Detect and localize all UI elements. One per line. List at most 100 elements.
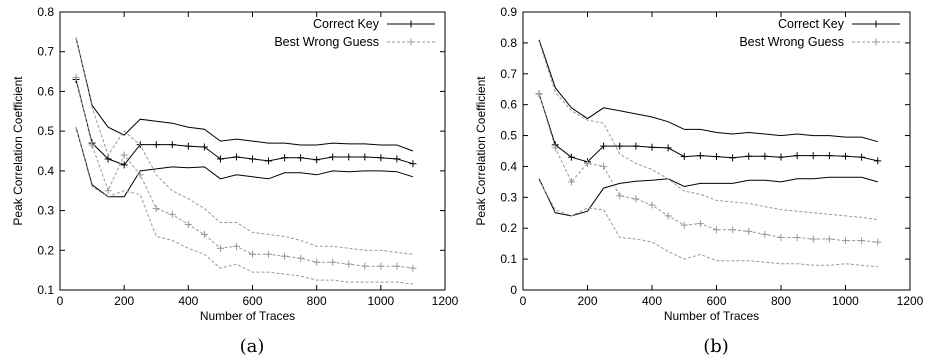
x-tick-label: 0 bbox=[520, 294, 527, 308]
data-point bbox=[567, 178, 575, 186]
y-tick-label: 0.3 bbox=[500, 190, 517, 204]
x-tick-label: 1200 bbox=[432, 294, 459, 308]
series-line-5 bbox=[75, 37, 413, 255]
legend-label: Correct Key bbox=[778, 17, 845, 31]
data-point bbox=[104, 155, 112, 163]
y-tick-label: 0.4 bbox=[37, 164, 54, 178]
data-point bbox=[809, 152, 817, 160]
y-tick-label: 0.8 bbox=[500, 36, 517, 50]
data-point bbox=[696, 152, 704, 160]
data-point bbox=[265, 250, 273, 258]
data-point bbox=[535, 90, 543, 98]
series-line-2 bbox=[538, 39, 878, 143]
series-line-5 bbox=[538, 41, 878, 221]
y-tick-label: 0.3 bbox=[37, 204, 54, 218]
data-point bbox=[567, 153, 575, 161]
y-tick-label: 0.6 bbox=[37, 84, 54, 98]
data-point bbox=[345, 260, 353, 268]
figure-caption: (b) bbox=[703, 336, 729, 357]
data-point bbox=[648, 201, 656, 209]
data-point bbox=[825, 235, 833, 243]
y-tick-label: 0.9 bbox=[500, 5, 517, 19]
data-point bbox=[858, 153, 866, 161]
y-tick-label: 0.1 bbox=[37, 283, 54, 297]
data-point bbox=[809, 235, 817, 243]
data-point bbox=[265, 157, 273, 165]
data-point bbox=[825, 152, 833, 160]
data-point bbox=[249, 250, 256, 258]
y-tick-label: 0.7 bbox=[500, 67, 517, 81]
x-tick-label: 200 bbox=[114, 294, 134, 308]
figure-caption: (a) bbox=[240, 336, 265, 357]
data-point bbox=[761, 152, 769, 160]
data-point bbox=[232, 242, 240, 250]
plot-frame bbox=[59, 11, 446, 291]
data-point bbox=[184, 142, 192, 150]
legend-label: Best Wrong Guess bbox=[274, 35, 379, 49]
data-point bbox=[858, 237, 866, 245]
series-line-1 bbox=[75, 79, 414, 166]
y-tick-label: 0.6 bbox=[500, 98, 517, 112]
data-point bbox=[168, 211, 176, 219]
series-line-6 bbox=[538, 180, 878, 268]
data-point bbox=[88, 141, 96, 149]
data-point bbox=[393, 262, 401, 270]
data-point bbox=[729, 226, 737, 234]
data-point bbox=[377, 154, 385, 162]
x-tick-label: 1000 bbox=[832, 294, 859, 308]
y-tick-label: 0.2 bbox=[37, 243, 54, 257]
data-point bbox=[152, 205, 160, 213]
series-line-6 bbox=[75, 127, 413, 285]
data-point bbox=[409, 264, 417, 272]
series-line-3 bbox=[538, 176, 878, 217]
legend-label: Correct Key bbox=[313, 17, 380, 31]
data-point bbox=[729, 154, 737, 162]
data-point bbox=[793, 152, 801, 160]
data-point bbox=[600, 162, 608, 170]
data-point bbox=[281, 252, 289, 260]
data-point bbox=[313, 156, 321, 164]
x-tick-label: 800 bbox=[307, 294, 327, 308]
data-point bbox=[713, 153, 720, 161]
y-tick-label: 0.5 bbox=[37, 124, 54, 138]
y-tick-label: 0.5 bbox=[500, 129, 517, 143]
data-point bbox=[409, 160, 417, 168]
data-point bbox=[616, 192, 624, 200]
data-point bbox=[361, 153, 369, 161]
y-tick-label: 0.7 bbox=[37, 45, 54, 59]
data-point bbox=[842, 237, 849, 245]
data-point bbox=[648, 143, 656, 151]
data-point bbox=[297, 154, 305, 162]
data-point bbox=[874, 238, 882, 246]
y-tick-label: 0.8 bbox=[37, 5, 54, 19]
data-point bbox=[120, 151, 128, 159]
data-point bbox=[584, 159, 591, 167]
data-point bbox=[104, 187, 112, 195]
y-axis-label: Peak Correlation Coefficient bbox=[474, 76, 488, 226]
data-point bbox=[393, 155, 401, 163]
x-tick-label: 800 bbox=[771, 294, 791, 308]
legend-label: Best Wrong Guess bbox=[739, 35, 844, 49]
plot-frame bbox=[522, 11, 911, 291]
data-point bbox=[136, 171, 144, 179]
data-point bbox=[632, 142, 640, 150]
data-point bbox=[632, 195, 640, 203]
y-tick-label: 0.4 bbox=[500, 159, 517, 173]
data-point bbox=[72, 74, 80, 82]
data-point bbox=[600, 142, 608, 150]
data-point bbox=[745, 152, 753, 160]
y-tick-label: 0.1 bbox=[500, 252, 517, 266]
data-point bbox=[345, 153, 353, 161]
series-line-3 bbox=[75, 127, 414, 198]
series-line-4 bbox=[75, 77, 413, 269]
data-point bbox=[793, 233, 801, 241]
x-tick-label: 1200 bbox=[897, 294, 924, 308]
chart-panel-1: 0 200 400 600 800 1000 1200 0.1 0.2 0.3 0.4 0.5 0.6 0… bbox=[11, 5, 459, 357]
data-point bbox=[713, 226, 720, 234]
x-tick-label: 0 bbox=[57, 294, 64, 308]
data-point bbox=[680, 221, 688, 229]
data-point bbox=[216, 244, 224, 252]
x-tick-label: 600 bbox=[706, 294, 726, 308]
series-line-2 bbox=[75, 37, 414, 152]
